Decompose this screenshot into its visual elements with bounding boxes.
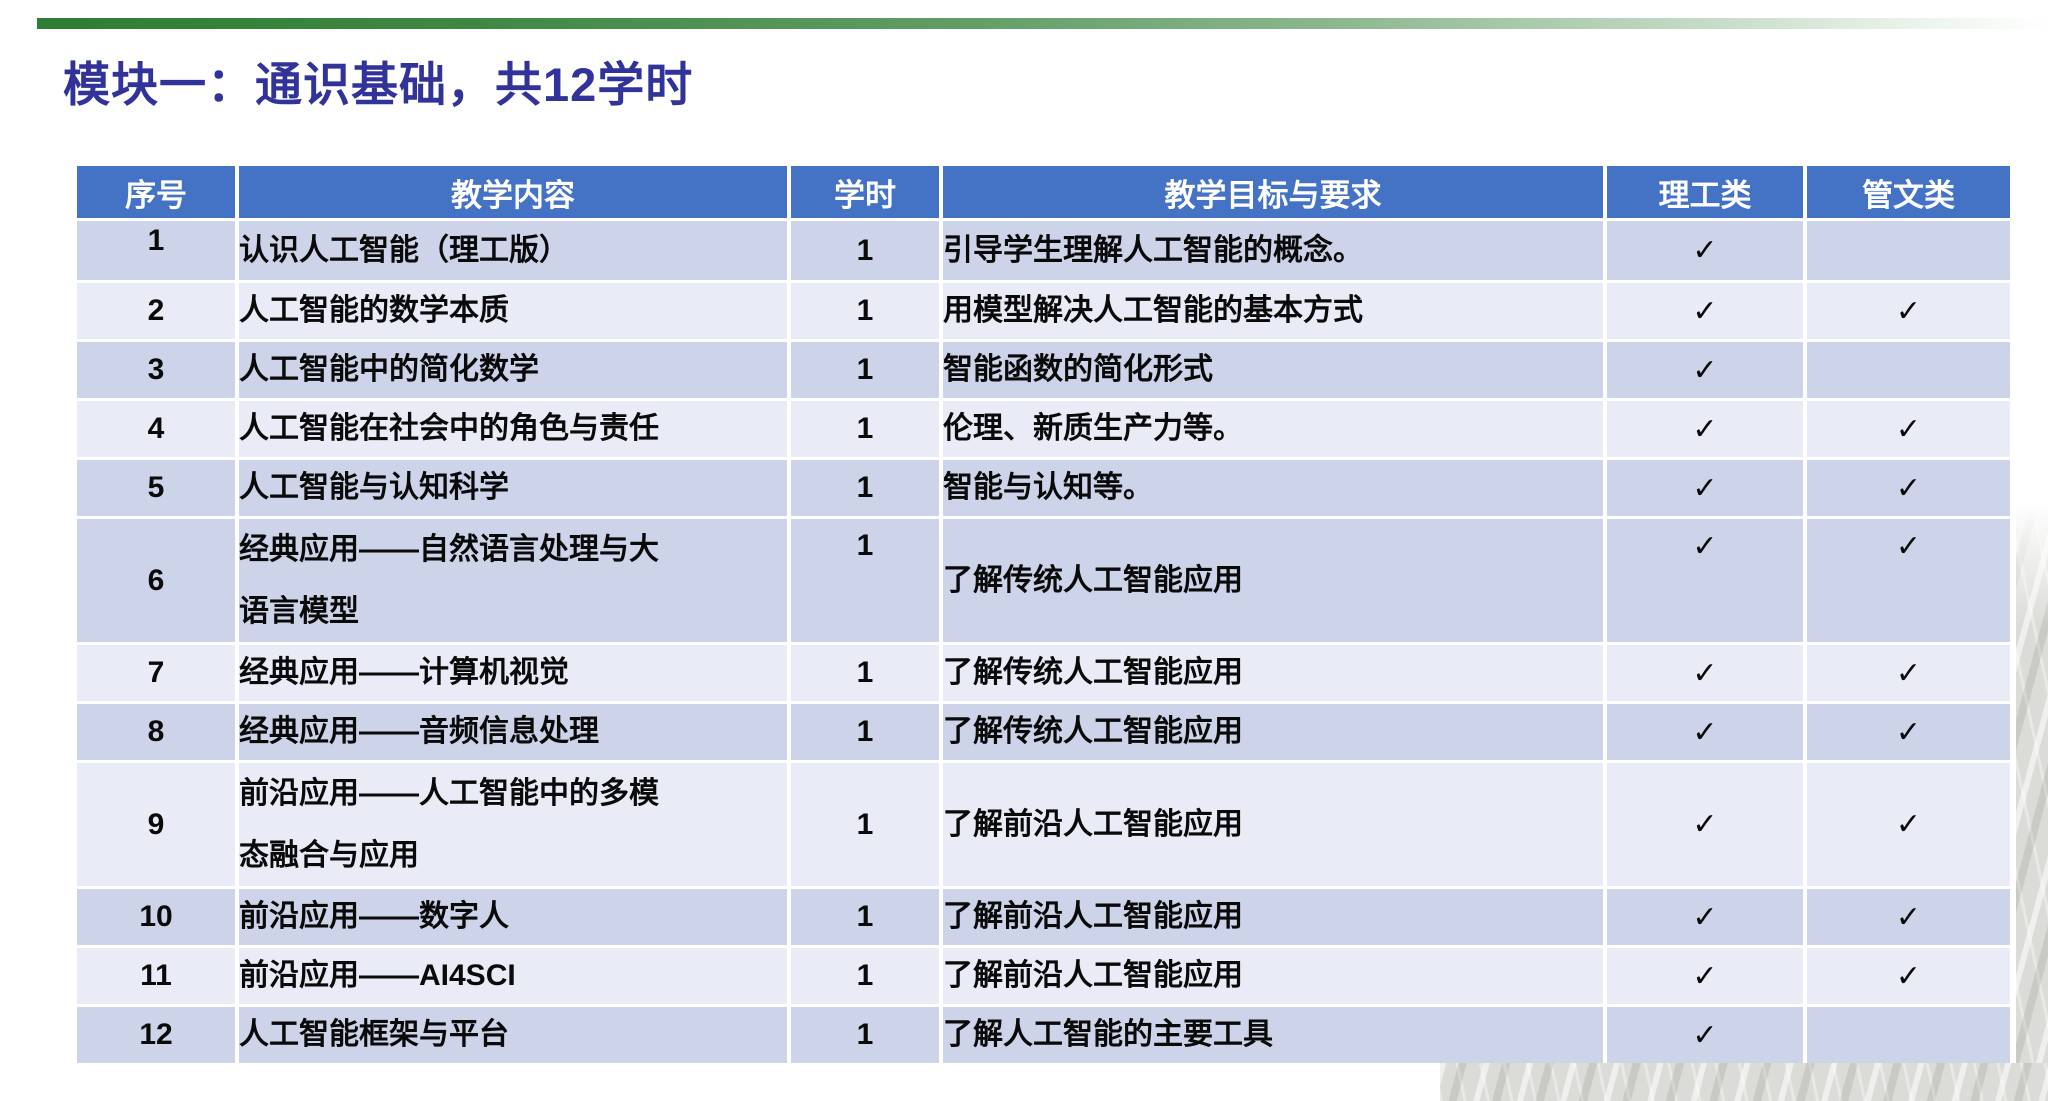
cell-check-sci-eng: ✓	[1607, 342, 1803, 398]
cell-check-mgmt-lib	[1807, 342, 2010, 398]
cell-check-sci-eng: ✓	[1607, 704, 1803, 760]
table-row: 7 经典应用——计算机视觉 1 了解传统人工智能应用 ✓ ✓	[77, 645, 2010, 701]
col-header-mgmt-lib: 管文类	[1807, 166, 2010, 218]
cell-row-number: 6	[77, 519, 235, 642]
table-row: 10 前沿应用——数字人 1 了解前沿人工智能应用 ✓ ✓	[77, 889, 2010, 945]
cell-hours: 1	[791, 1007, 939, 1063]
cell-hours: 1	[791, 460, 939, 516]
cell-row-number: 5	[77, 460, 235, 516]
cell-check-mgmt-lib: ✓	[1807, 704, 2010, 760]
cell-check-mgmt-lib: ✓	[1807, 948, 2010, 1004]
accent-bar	[37, 18, 2048, 29]
cell-objective: 了解传统人工智能应用	[943, 645, 1603, 701]
table-row: 11 前沿应用——AI4SCI 1 了解前沿人工智能应用 ✓ ✓	[77, 948, 2010, 1004]
cell-check-sci-eng: ✓	[1607, 1007, 1803, 1063]
cell-content: 人工智能框架与平台	[239, 1007, 787, 1063]
cell-row-number: 7	[77, 645, 235, 701]
cell-hours: 1	[791, 763, 939, 886]
col-header-content: 教学内容	[239, 166, 787, 218]
cell-objective: 了解前沿人工智能应用	[943, 948, 1603, 1004]
cell-check-mgmt-lib: ✓	[1807, 401, 2010, 457]
cell-row-number: 12	[77, 1007, 235, 1063]
background-photo-bottom	[1440, 1063, 2048, 1101]
cell-hours: 1	[791, 401, 939, 457]
cell-objective: 了解传统人工智能应用	[943, 519, 1603, 642]
cell-hours: 1	[791, 704, 939, 760]
cell-check-mgmt-lib: ✓	[1807, 519, 2010, 642]
cell-hours: 1	[791, 283, 939, 339]
cell-objective: 伦理、新质生产力等。	[943, 401, 1603, 457]
cell-check-mgmt-lib	[1807, 221, 2010, 280]
cell-content: 人工智能中的简化数学	[239, 342, 787, 398]
cell-objective: 了解前沿人工智能应用	[943, 763, 1603, 886]
cell-row-number: 2	[77, 283, 235, 339]
cell-hours: 1	[791, 645, 939, 701]
cell-objective: 引导学生理解人工智能的概念。	[943, 221, 1603, 280]
cell-check-mgmt-lib: ✓	[1807, 889, 2010, 945]
cell-content: 人工智能的数学本质	[239, 283, 787, 339]
cell-hours: 1	[791, 948, 939, 1004]
cell-content: 经典应用——音频信息处理	[239, 704, 787, 760]
cell-objective: 了解前沿人工智能应用	[943, 889, 1603, 945]
cell-hours: 1	[791, 519, 939, 642]
cell-content: 人工智能在社会中的角色与责任	[239, 401, 787, 457]
cell-content: 前沿应用——数字人	[239, 889, 787, 945]
table-row: 12 人工智能框架与平台 1 了解人工智能的主要工具 ✓	[77, 1007, 2010, 1063]
table-header: 序号 教学内容 学时 教学目标与要求 理工类 管文类	[77, 166, 2010, 218]
table-row: 2 人工智能的数学本质 1 用模型解决人工智能的基本方式 ✓ ✓	[77, 283, 2010, 339]
cell-content: 前沿应用——人工智能中的多模 态融合与应用	[239, 763, 787, 886]
background-photo-right	[2016, 488, 2048, 1101]
cell-check-mgmt-lib: ✓	[1807, 763, 2010, 886]
cell-hours: 1	[791, 221, 939, 280]
cell-row-number: 4	[77, 401, 235, 457]
col-header-no: 序号	[77, 166, 235, 218]
course-table: 序号 教学内容 学时 教学目标与要求 理工类 管文类 1 认识人工智能（理工版）…	[73, 163, 2014, 1066]
cell-check-mgmt-lib: ✓	[1807, 460, 2010, 516]
cell-check-mgmt-lib	[1807, 1007, 2010, 1063]
col-header-hours: 学时	[791, 166, 939, 218]
table-row: 6 经典应用——自然语言处理与大 语言模型 1 了解传统人工智能应用 ✓ ✓	[77, 519, 2010, 642]
table-row: 3 人工智能中的简化数学 1 智能函数的简化形式 ✓	[77, 342, 2010, 398]
cell-check-sci-eng: ✓	[1607, 401, 1803, 457]
cell-content: 前沿应用——AI4SCI	[239, 948, 787, 1004]
cell-check-sci-eng: ✓	[1607, 460, 1803, 516]
cell-row-number: 1	[77, 221, 235, 280]
cell-objective: 了解传统人工智能应用	[943, 704, 1603, 760]
cell-row-number: 11	[77, 948, 235, 1004]
cell-row-number: 9	[77, 763, 235, 886]
cell-check-sci-eng: ✓	[1607, 889, 1803, 945]
cell-row-number: 3	[77, 342, 235, 398]
table-row: 5 人工智能与认知科学 1 智能与认知等。 ✓ ✓	[77, 460, 2010, 516]
cell-check-sci-eng: ✓	[1607, 948, 1803, 1004]
table-row: 1 认识人工智能（理工版） 1 引导学生理解人工智能的概念。 ✓	[77, 221, 2010, 280]
cell-objective: 了解人工智能的主要工具	[943, 1007, 1603, 1063]
table-row: 4 人工智能在社会中的角色与责任 1 伦理、新质生产力等。 ✓ ✓	[77, 401, 2010, 457]
course-table-body: 1 认识人工智能（理工版） 1 引导学生理解人工智能的概念。 ✓ 2 人工智能的…	[77, 221, 2010, 1063]
table-row: 9 前沿应用——人工智能中的多模 态融合与应用 1 了解前沿人工智能应用 ✓ ✓	[77, 763, 2010, 886]
cell-hours: 1	[791, 889, 939, 945]
cell-check-sci-eng: ✓	[1607, 283, 1803, 339]
slide-title: 模块一：通识基础，共12学时	[63, 58, 694, 111]
cell-objective: 智能与认知等。	[943, 460, 1603, 516]
cell-hours: 1	[791, 342, 939, 398]
table-row: 8 经典应用——音频信息处理 1 了解传统人工智能应用 ✓ ✓	[77, 704, 2010, 760]
cell-content: 人工智能与认知科学	[239, 460, 787, 516]
cell-objective: 用模型解决人工智能的基本方式	[943, 283, 1603, 339]
table-header-row: 序号 教学内容 学时 教学目标与要求 理工类 管文类	[77, 166, 2010, 218]
cell-check-mgmt-lib: ✓	[1807, 645, 2010, 701]
col-header-objective: 教学目标与要求	[943, 166, 1603, 218]
cell-check-mgmt-lib: ✓	[1807, 283, 2010, 339]
cell-row-number: 8	[77, 704, 235, 760]
col-header-sci-eng: 理工类	[1607, 166, 1803, 218]
cell-content: 经典应用——自然语言处理与大 语言模型	[239, 519, 787, 642]
cell-check-sci-eng: ✓	[1607, 763, 1803, 886]
cell-check-sci-eng: ✓	[1607, 519, 1803, 642]
cell-check-sci-eng: ✓	[1607, 221, 1803, 280]
cell-content: 认识人工智能（理工版）	[239, 221, 787, 280]
cell-objective: 智能函数的简化形式	[943, 342, 1603, 398]
cell-check-sci-eng: ✓	[1607, 645, 1803, 701]
cell-content: 经典应用——计算机视觉	[239, 645, 787, 701]
cell-row-number: 10	[77, 889, 235, 945]
